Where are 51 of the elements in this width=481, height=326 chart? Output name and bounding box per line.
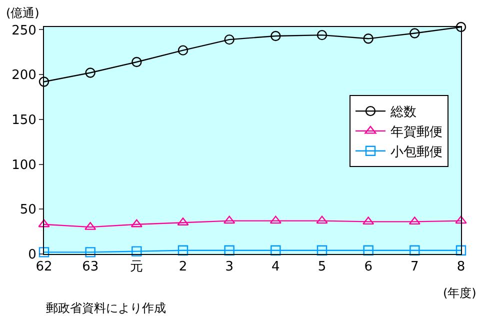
point bbox=[38, 76, 50, 87]
point bbox=[132, 56, 142, 68]
point bbox=[85, 247, 96, 258]
y-axis-title: (億通) bbox=[6, 6, 40, 20]
point bbox=[85, 68, 96, 78]
point bbox=[316, 245, 328, 256]
point bbox=[38, 219, 50, 228]
point bbox=[84, 222, 96, 230]
point bbox=[224, 34, 234, 45]
point bbox=[316, 216, 328, 224]
point bbox=[270, 216, 282, 224]
point bbox=[456, 22, 466, 32]
point bbox=[363, 34, 374, 44]
point bbox=[363, 245, 374, 256]
point bbox=[456, 245, 466, 256]
point bbox=[270, 245, 281, 256]
y-tick-label: 250 bbox=[12, 23, 36, 38]
point bbox=[224, 245, 234, 256]
y-tick-label: 50 bbox=[20, 202, 36, 218]
point bbox=[270, 30, 281, 42]
legend-label: 小包郵便 bbox=[390, 144, 442, 160]
x-tick-label: 4 bbox=[272, 260, 280, 275]
point bbox=[362, 216, 374, 225]
y-tick-label: 200 bbox=[12, 68, 36, 84]
x-tick-label: 6 bbox=[364, 260, 372, 275]
y-tick-label: 100 bbox=[12, 158, 36, 173]
point bbox=[130, 219, 142, 228]
y-tick-label: 0 bbox=[28, 248, 36, 263]
x-tick-label: 5 bbox=[318, 260, 326, 275]
point bbox=[224, 216, 236, 224]
x-axis-title: (年度) bbox=[443, 286, 476, 300]
point bbox=[178, 45, 188, 56]
point bbox=[455, 216, 467, 224]
point bbox=[408, 216, 420, 225]
text: 郵政省資料により作成 bbox=[46, 301, 166, 315]
point bbox=[410, 245, 420, 256]
y-tick-label: 150 bbox=[12, 112, 36, 128]
x-tick-label: 62 bbox=[36, 260, 52, 275]
x-tick-label: 63 bbox=[82, 260, 99, 275]
x-tick-label: 8 bbox=[456, 260, 466, 275]
x-tick-label: 7 bbox=[410, 260, 419, 275]
legend-label: 年賀郵便 bbox=[390, 125, 442, 140]
x-tick-label: 3 bbox=[225, 260, 234, 275]
point bbox=[316, 30, 328, 40]
point bbox=[38, 247, 50, 258]
point bbox=[132, 246, 142, 256]
legend-label: 総数 bbox=[389, 105, 416, 120]
point bbox=[178, 245, 188, 256]
point bbox=[410, 28, 420, 38]
x-tick-label: 2 bbox=[178, 260, 188, 275]
x-tick-label: 元 bbox=[130, 260, 144, 275]
